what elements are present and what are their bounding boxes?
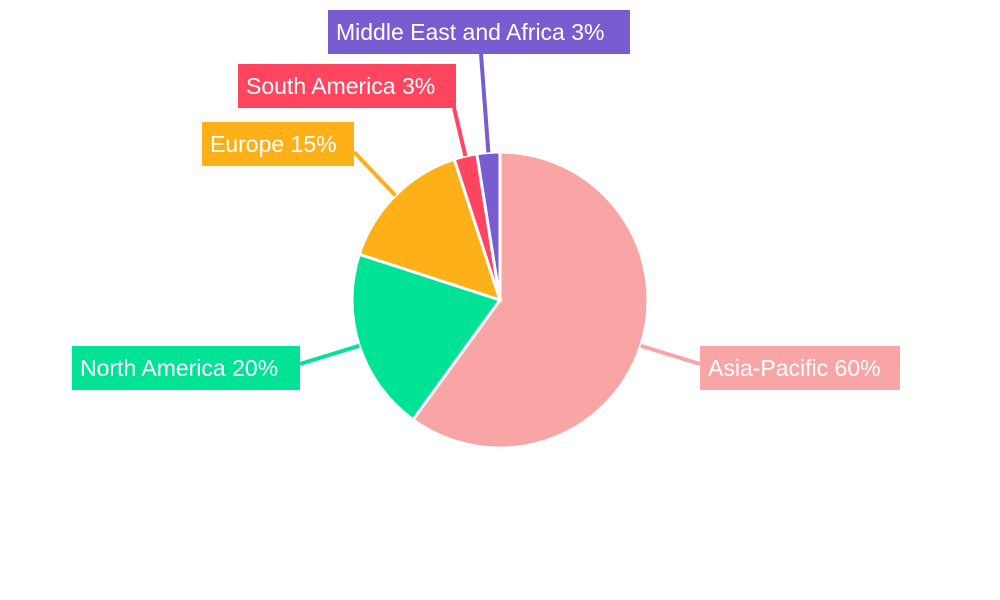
leader-line <box>452 107 468 157</box>
leader-line <box>640 343 701 366</box>
leader-line <box>299 343 360 366</box>
data-label: South America 3% <box>246 73 435 99</box>
data-label-box <box>700 346 900 390</box>
data-label-box <box>202 122 354 166</box>
data-label: Asia-Pacific 60% <box>708 355 881 381</box>
data-label-box <box>72 346 300 390</box>
leader-line <box>352 150 397 197</box>
data-label-box <box>238 64 456 108</box>
data-label: Middle East and Africa 3% <box>336 19 604 45</box>
leader-line <box>479 53 491 153</box>
pie-slice-north-america[interactable] <box>350 252 503 422</box>
data-label: Europe 15% <box>210 131 337 157</box>
data-label-box <box>328 10 630 54</box>
pie-slice-asia-pacific[interactable] <box>410 150 650 450</box>
data-label: North America 20% <box>80 355 278 381</box>
